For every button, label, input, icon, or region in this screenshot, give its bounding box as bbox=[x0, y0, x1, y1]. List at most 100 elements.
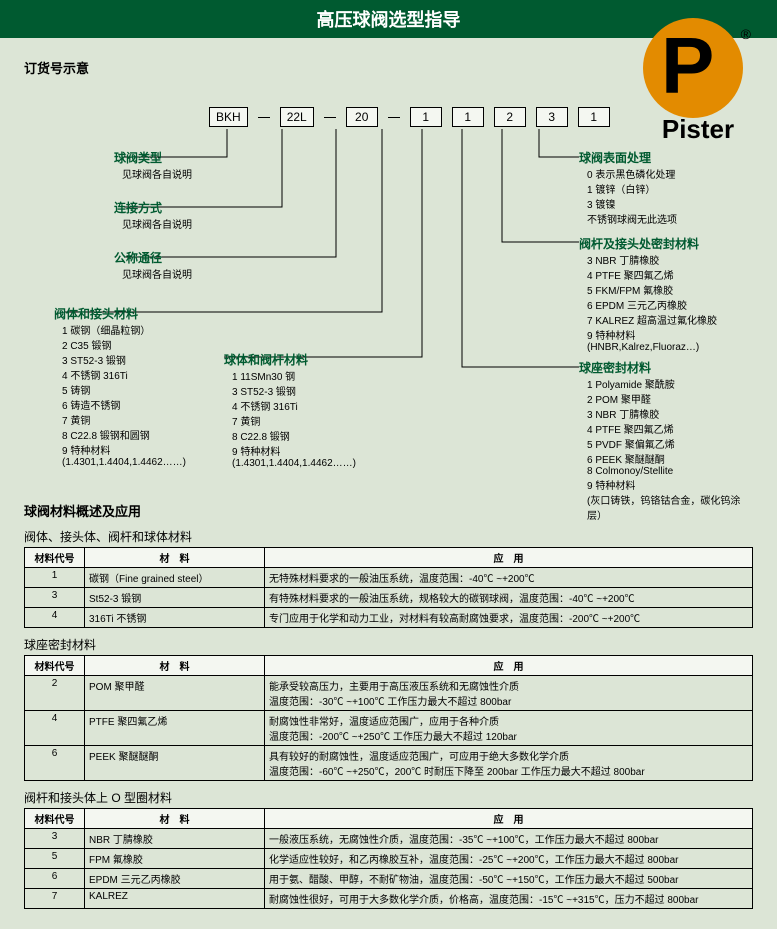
cell: POM 聚甲醛 bbox=[85, 676, 265, 711]
logo-letter: P bbox=[661, 26, 714, 106]
list-item: 6 铸造不锈钢 bbox=[62, 397, 186, 412]
table-row: 4316Ti 不锈钢专门应用于化学和动力工业，对材料有较高耐腐蚀要求，温度范围：… bbox=[25, 608, 753, 628]
cell: 有特殊材料要求的一般油压系统，规格较大的碳钢球阀，温度范围：-40℃ ~+200… bbox=[265, 588, 753, 608]
label-seat-seal: 球座密封材料 1 Polyamide 聚酰胺2 POM 聚甲醛3 NBR 丁腈橡… bbox=[579, 359, 753, 522]
table-row: 1碳钢（Fine grained steel）无特殊材料要求的一般油压系统，温度… bbox=[25, 568, 753, 588]
cell: 能承受较高压力，主要用于高压液压系统和无腐蚀性介质温度范围：-30℃ ~+100… bbox=[265, 676, 753, 711]
col-header: 材 料 bbox=[85, 548, 265, 568]
cell: 一般液压系统，无腐蚀性介质，温度范围：-35℃ ~+100℃，工作压力最大不超过… bbox=[265, 829, 753, 849]
code-box: 1 bbox=[452, 107, 484, 127]
list-item: 3 镀镍 bbox=[587, 196, 677, 211]
list-item: 不锈钢球阀无此选项 bbox=[587, 211, 677, 226]
list-item: 4 PTFE 聚四氟乙烯 bbox=[587, 421, 753, 436]
col-header: 材料代号 bbox=[25, 548, 85, 568]
cell: 316Ti 不锈钢 bbox=[85, 608, 265, 628]
list-item: 3 ST52-3 锻钢 bbox=[62, 352, 186, 367]
list-item: 5 铸钢 bbox=[62, 382, 186, 397]
table-row: 4PTFE 聚四氟乙烯耐腐蚀性非常好，温度适应范围广，应用于各种介质温度范围：-… bbox=[25, 711, 753, 746]
cell: NBR 丁腈橡胶 bbox=[85, 829, 265, 849]
cell: 4 bbox=[25, 711, 85, 746]
label-dn: 公称通径 见球阀各自说明 bbox=[114, 249, 192, 281]
col-header: 材料代号 bbox=[25, 809, 85, 829]
code-box: 2 bbox=[494, 107, 526, 127]
cell: 5 bbox=[25, 849, 85, 869]
logo-circle: P ® bbox=[643, 18, 743, 118]
cell: 7 bbox=[25, 889, 85, 909]
list-item: 6 PEEK 聚醚醚酮 bbox=[587, 451, 753, 466]
table-row: 3St52-3 锻钢有特殊材料要求的一般油压系统，规格较大的碳钢球阀，温度范围：… bbox=[25, 588, 753, 608]
col-header: 材 料 bbox=[85, 809, 265, 829]
list-item: (灰口铸铁，钨铬钴合金，碳化钨涂层） bbox=[587, 492, 753, 522]
label-ball-material: 球体和阀杆材料 1 11SMn30 钢3 ST52-3 锻钢4 不锈钢 316T… bbox=[224, 351, 356, 469]
list-item: 9 特种材料 bbox=[232, 443, 356, 458]
cell: 耐腐蚀性很好，可用于大多数化学介质，价格高，温度范围：-15℃ ~+315℃，压… bbox=[265, 889, 753, 909]
cell: KALREZ bbox=[85, 889, 265, 909]
table-row: 6EPDM 三元乙丙橡胶用于氨、醋酸、甲醇，不耐矿物油，温度范围：-50℃ ~+… bbox=[25, 869, 753, 889]
list-item: 9 特种材料 bbox=[587, 477, 753, 492]
ordering-structure: BKH 22L 20 1 1 2 3 1 球阀类型 见球阀各自说明 连接方式 bbox=[24, 107, 753, 487]
cell: 3 bbox=[25, 588, 85, 608]
list-item: 6 EPDM 三元乙丙橡胶 bbox=[587, 297, 717, 312]
code-box: BKH bbox=[209, 107, 248, 127]
cell: 1 bbox=[25, 568, 85, 588]
cell: 耐腐蚀性非常好，温度适应范围广，应用于各种介质温度范围：-200℃ ~+250℃… bbox=[265, 711, 753, 746]
cell: PEEK 聚醚醚酮 bbox=[85, 746, 265, 781]
list-item: 0 表示黑色磷化处理 bbox=[587, 166, 677, 181]
col-header: 应 用 bbox=[265, 809, 753, 829]
page-title: 高压球阀选型指导 bbox=[317, 10, 461, 30]
code-boxes: BKH 22L 20 1 1 2 3 1 bbox=[209, 107, 610, 127]
label-stem-seal: 阀杆及接头处密封材料 3 NBR 丁腈橡胶4 PTFE 聚四氟乙烯5 FKM/F… bbox=[579, 235, 717, 353]
list-item: 4 PTFE 聚四氟乙烯 bbox=[587, 267, 717, 282]
code-box: 1 bbox=[410, 107, 442, 127]
list-item: 1 镀锌（白锌） bbox=[587, 181, 677, 196]
table-row: 2POM 聚甲醛能承受较高压力，主要用于高压液压系统和无腐蚀性介质温度范围：-3… bbox=[25, 676, 753, 711]
cell: 碳钢（Fine grained steel） bbox=[85, 568, 265, 588]
table3-caption: 阀杆和接头体上 O 型圈材料 bbox=[24, 789, 753, 806]
table2-caption: 球座密封材料 bbox=[24, 636, 753, 653]
table-seat-material: 材料代号材 料应 用2POM 聚甲醛能承受较高压力，主要用于高压液压系统和无腐蚀… bbox=[24, 655, 753, 781]
list-item: (HNBR,Kalrez,Fluoraz…) bbox=[587, 342, 717, 353]
label-connection: 连接方式 见球阀各自说明 bbox=[114, 199, 192, 231]
cell: 2 bbox=[25, 676, 85, 711]
cell: 4 bbox=[25, 608, 85, 628]
cell: EPDM 三元乙丙橡胶 bbox=[85, 869, 265, 889]
list-item: 7 黄铜 bbox=[62, 412, 186, 427]
list-item: 1 11SMn30 钢 bbox=[232, 368, 356, 383]
table-oring-material: 材料代号材 料应 用3NBR 丁腈橡胶一般液压系统，无腐蚀性介质，温度范围：-3… bbox=[24, 808, 753, 909]
code-box: 22L bbox=[280, 107, 314, 127]
label-body-material: 阀体和接头材料 1 碳钢（细晶粒钢）2 C35 锻钢3 ST52-3 锻钢4 不… bbox=[54, 305, 186, 468]
list-item: 1 Polyamide 聚酰胺 bbox=[587, 376, 753, 391]
registered-icon: ® bbox=[741, 26, 751, 42]
list-item: 3 ST52-3 锻钢 bbox=[232, 383, 356, 398]
code-box: 3 bbox=[536, 107, 568, 127]
list-item: 3 NBR 丁腈橡胶 bbox=[587, 252, 717, 267]
list-item: 7 黄铜 bbox=[232, 413, 356, 428]
col-header: 应 用 bbox=[265, 548, 753, 568]
cell: FPM 氟橡胶 bbox=[85, 849, 265, 869]
table-row: 3NBR 丁腈橡胶一般液压系统，无腐蚀性介质，温度范围：-35℃ ~+100℃，… bbox=[25, 829, 753, 849]
list-item: (1.4301,1.4404,1.4462……) bbox=[62, 457, 186, 468]
list-item: 5 FKM/FPM 氟橡胶 bbox=[587, 282, 717, 297]
list-item: 9 特种材料 bbox=[587, 327, 717, 342]
table-row: 6PEEK 聚醚醚酮具有较好的耐腐蚀性，温度适应范围广，可应用于绝大多数化学介质… bbox=[25, 746, 753, 781]
list-item: 1 碳钢（细晶粒钢） bbox=[62, 322, 186, 337]
table-row: 5FPM 氟橡胶化学适应性较好，和乙丙橡胶互补，温度范围：-25℃ ~+200℃… bbox=[25, 849, 753, 869]
cell: 无特殊材料要求的一般油压系统，温度范围：-40℃ ~+200℃ bbox=[265, 568, 753, 588]
cell: 用于氨、醋酸、甲醇，不耐矿物油，温度范围：-50℃ ~+150℃，工作压力最大不… bbox=[265, 869, 753, 889]
cell: PTFE 聚四氟乙烯 bbox=[85, 711, 265, 746]
code-box: 20 bbox=[346, 107, 378, 127]
cell: 6 bbox=[25, 869, 85, 889]
list-item: 4 不锈钢 316Ti bbox=[232, 398, 356, 413]
list-item: 9 特种材料 bbox=[62, 442, 186, 457]
table-body-material: 材料代号材 料应 用1碳钢（Fine grained steel）无特殊材料要求… bbox=[24, 547, 753, 628]
list-item: 8 Colmonoy/Stellite bbox=[587, 466, 753, 477]
list-item: (1.4301,1.4404,1.4462……) bbox=[232, 458, 356, 469]
label-surface: 球阀表面处理 0 表示黑色磷化处理1 镀锌（白锌）3 镀镍不锈钢球阀无此选项 bbox=[579, 149, 677, 226]
list-item: 5 PVDF 聚偏氟乙烯 bbox=[587, 436, 753, 451]
cell: 具有较好的耐腐蚀性，温度适应范围广，可应用于绝大多数化学介质温度范围：-60℃ … bbox=[265, 746, 753, 781]
list-item: 2 POM 聚甲醛 bbox=[587, 391, 753, 406]
col-header: 应 用 bbox=[265, 656, 753, 676]
list-item: 4 不锈钢 316Ti bbox=[62, 367, 186, 382]
cell: 6 bbox=[25, 746, 85, 781]
list-item: 3 NBR 丁腈橡胶 bbox=[587, 406, 753, 421]
